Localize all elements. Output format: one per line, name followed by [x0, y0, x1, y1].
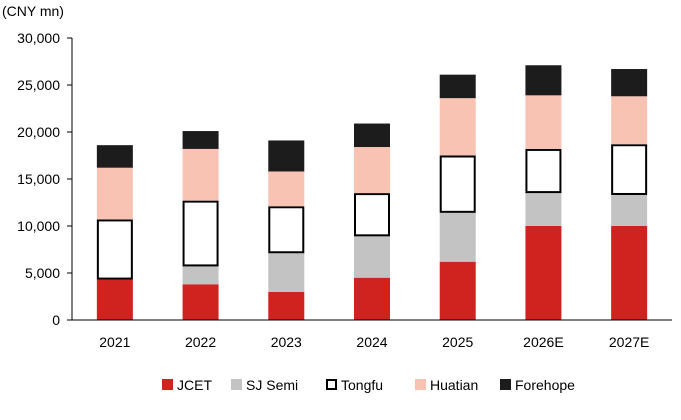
legend-swatch-huatian: [415, 379, 426, 390]
bar-segment-jcet-2026e: [525, 226, 562, 320]
x-tick-label: 2026E: [523, 334, 563, 350]
bar-segment-forehope-2023: [268, 140, 305, 172]
x-tick-label: 2025: [442, 334, 473, 350]
bar-segment-huatian-2024: [354, 147, 390, 194]
legend-label-huatian: Huatian: [430, 377, 478, 393]
bar-segment-forehope-2025: [439, 74, 476, 99]
y-tick-label: 30,000: [17, 30, 60, 46]
bars-group: [96, 65, 648, 320]
bar-segment-huatian-2022: [182, 148, 219, 201]
bar-segment-forehope-2024: [354, 123, 390, 148]
bar-segment-jcet-2027e: [611, 226, 648, 320]
bar-segment-sj-semi-2024: [354, 236, 390, 278]
legend-label-tongfu: Tongfu: [341, 377, 383, 393]
legend-swatch-tongfu: [326, 379, 337, 390]
bar-segment-sj-semi-2026e: [525, 193, 562, 226]
bar-segment-tongfu-2021: [96, 219, 133, 280]
bar-segment-forehope-2026e: [525, 65, 562, 96]
bar-segment-tongfu-2024: [354, 193, 390, 237]
bar-segment-forehope-2022: [182, 131, 219, 149]
legend: JCET SJ Semi Tongfu Huatian Forehope: [162, 377, 575, 393]
bar-segment-forehope-2027e: [611, 69, 648, 97]
x-tick-label: 2027E: [609, 334, 649, 350]
legend-label-forehope: Forehope: [515, 377, 575, 393]
y-tick-label: 10,000: [17, 218, 60, 234]
y-tick-label: 25,000: [17, 77, 60, 93]
bar-segment-jcet-2021: [96, 279, 133, 320]
bar-segment-jcet-2022: [182, 284, 219, 320]
bar-segment-sj-semi-2022: [182, 266, 219, 285]
y-tick-label: 0: [52, 312, 60, 328]
y-tick-label: 15,000: [17, 171, 60, 187]
y-ticks-group: 0 5,000 10,000 15,000 20,000 25,000 30,000: [17, 30, 72, 328]
legend-swatch-sj-semi: [231, 379, 242, 390]
bar-segment-jcet-2024: [354, 277, 390, 320]
x-tick-label: 2023: [271, 334, 302, 350]
y-axis-unit-label: (CNY mn): [2, 3, 64, 19]
bar-segment-tongfu-2022: [182, 200, 219, 267]
x-tick-label: 2021: [99, 334, 130, 350]
y-tick-label: 5,000: [25, 265, 60, 281]
bar-segment-tongfu-2027e: [611, 144, 648, 195]
x-ticks-group: 2021 2022 2023 2024 2025 2026E 2027E: [99, 334, 649, 350]
x-tick-label: 2022: [185, 334, 216, 350]
bar-segment-tongfu-2023: [268, 206, 305, 254]
bar-segment-huatian-2025: [439, 98, 476, 156]
bar-segment-sj-semi-2027e: [611, 194, 648, 226]
bar-segment-huatian-2026e: [525, 95, 562, 149]
bar-segment-tongfu-2025: [439, 155, 476, 213]
legend-label-jcet: JCET: [177, 377, 212, 393]
bar-segment-forehope-2021: [96, 145, 133, 168]
bar-segment-jcet-2023: [268, 291, 305, 320]
bar-segment-jcet-2025: [439, 261, 476, 320]
bar-segment-sj-semi-2023: [268, 253, 305, 292]
y-tick-label: 20,000: [17, 124, 60, 140]
bar-segment-huatian-2027e: [611, 96, 648, 145]
bar-segment-sj-semi-2025: [439, 212, 476, 262]
bar-segment-huatian-2021: [96, 167, 133, 220]
legend-swatch-jcet: [162, 379, 173, 390]
legend-label-sj-semi: SJ Semi: [246, 377, 298, 393]
bar-segment-tongfu-2026e: [525, 148, 562, 194]
x-tick-label: 2024: [356, 334, 387, 350]
legend-swatch-forehope: [500, 379, 511, 390]
bar-segment-huatian-2023: [268, 171, 305, 207]
